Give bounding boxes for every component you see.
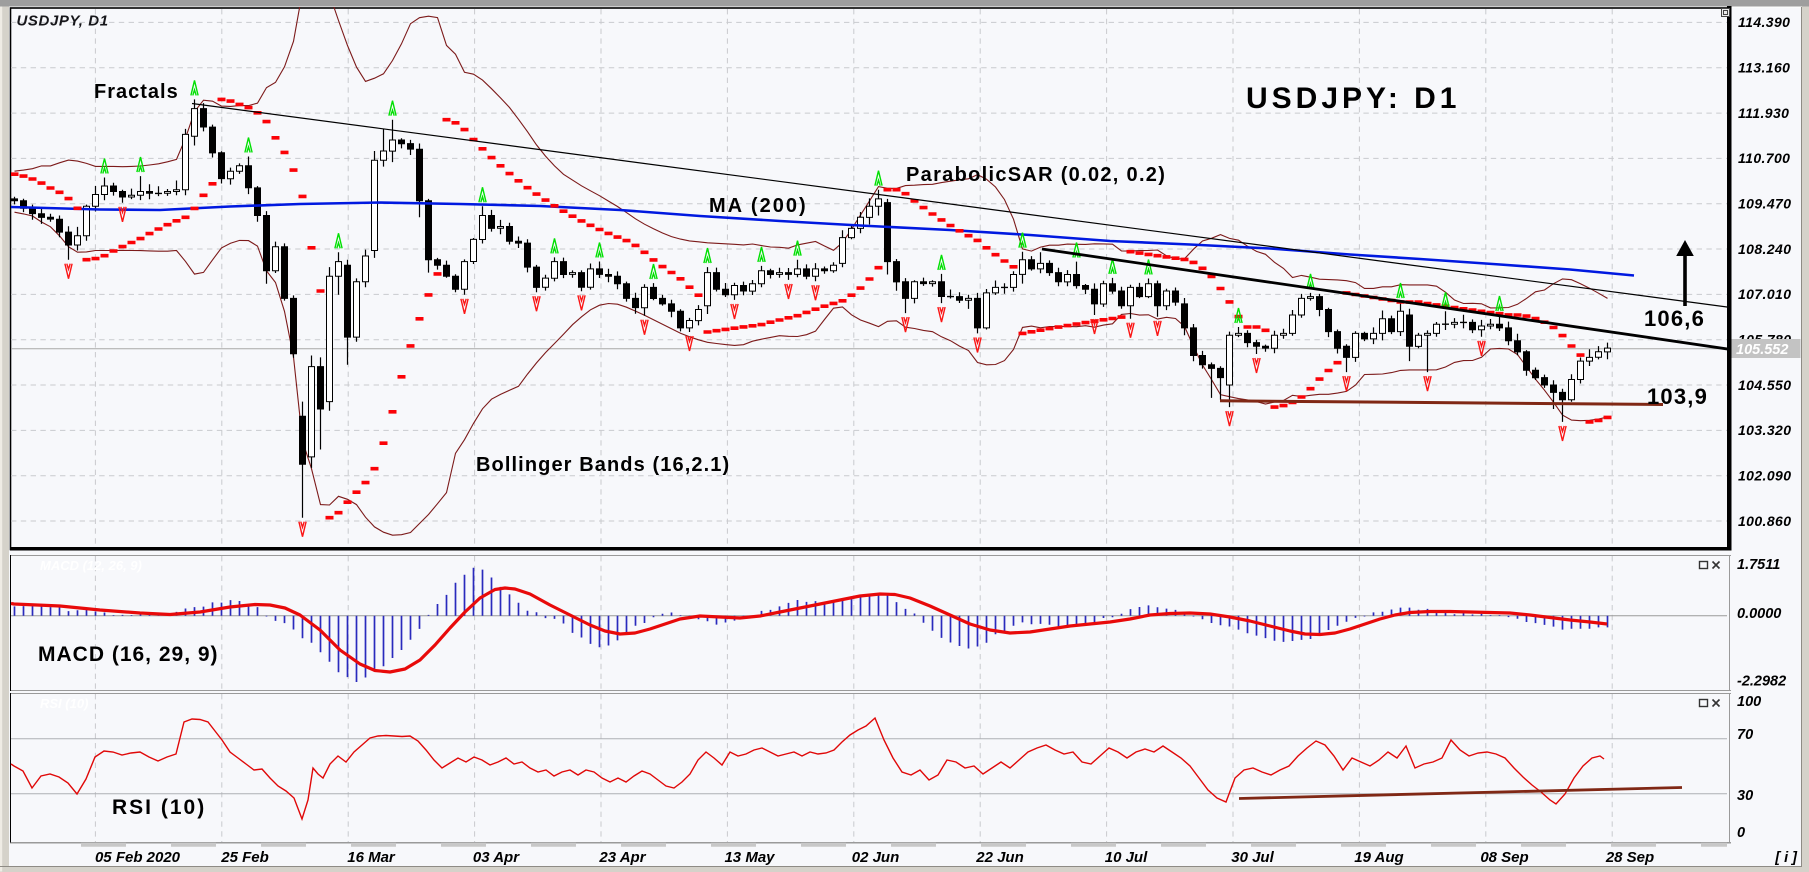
svg-text:108.240: 108.240 xyxy=(1738,241,1791,257)
svg-text:ParabolicSAR (0.02, 0.2): ParabolicSAR (0.02, 0.2) xyxy=(906,164,1166,186)
svg-text:Fractals: Fractals xyxy=(94,81,179,103)
svg-text:107.010: 107.010 xyxy=(1738,286,1791,302)
svg-text:25 Feb: 25 Feb xyxy=(220,849,269,866)
svg-text:10 Jul: 10 Jul xyxy=(1105,849,1148,866)
svg-text:70: 70 xyxy=(1737,727,1753,743)
svg-text:MA (200): MA (200) xyxy=(709,195,808,217)
svg-text:22 Jun: 22 Jun xyxy=(975,849,1024,866)
svg-text:114.390: 114.390 xyxy=(1738,14,1790,30)
svg-text:110.700: 110.700 xyxy=(1738,150,1790,166)
svg-text:0.0000: 0.0000 xyxy=(1737,606,1781,622)
svg-text:103.320: 103.320 xyxy=(1738,422,1791,438)
svg-text:-2.2982: -2.2982 xyxy=(1737,674,1786,690)
svg-text:1.7511: 1.7511 xyxy=(1737,557,1780,573)
svg-text:100.860: 100.860 xyxy=(1738,513,1791,529)
svg-text:MACD (16, 29, 9): MACD (16, 29, 9) xyxy=(38,643,219,666)
svg-text:RSI (10): RSI (10) xyxy=(112,796,206,819)
svg-text:23 Apr: 23 Apr xyxy=(598,849,646,866)
svg-text:28 Sep: 28 Sep xyxy=(1605,849,1654,866)
svg-text:[ i ]: [ i ] xyxy=(1774,850,1798,866)
svg-text:111.930: 111.930 xyxy=(1738,105,1789,121)
svg-text:16 Mar: 16 Mar xyxy=(347,849,396,866)
svg-text:Bollinger Bands (16,2.1): Bollinger Bands (16,2.1) xyxy=(476,454,730,476)
svg-text:USDJPY: D1: USDJPY: D1 xyxy=(1246,82,1461,115)
svg-text:106,6: 106,6 xyxy=(1644,306,1705,331)
svg-text:13 May: 13 May xyxy=(724,849,775,866)
svg-text:105.552: 105.552 xyxy=(1736,342,1788,358)
svg-text:103,9: 103,9 xyxy=(1647,384,1708,409)
svg-text:30 Jul: 30 Jul xyxy=(1231,849,1274,866)
svg-text:19 Aug: 19 Aug xyxy=(1354,849,1403,866)
svg-text:05 Feb 2020: 05 Feb 2020 xyxy=(95,849,181,866)
svg-text:0: 0 xyxy=(1737,825,1745,841)
svg-text:109.470: 109.470 xyxy=(1738,196,1791,212)
svg-text:02 Jun: 02 Jun xyxy=(852,849,900,866)
svg-text:RSI (10): RSI (10) xyxy=(40,696,88,711)
svg-text:03 Apr: 03 Apr xyxy=(473,849,520,866)
svg-text:100: 100 xyxy=(1737,694,1761,710)
svg-text:113.160: 113.160 xyxy=(1738,60,1790,76)
svg-text:USDJPY, D1: USDJPY, D1 xyxy=(17,13,109,30)
svg-text:30: 30 xyxy=(1737,788,1753,804)
svg-text:102.090: 102.090 xyxy=(1738,468,1791,484)
svg-text:104.550: 104.550 xyxy=(1738,377,1791,393)
svg-text:MACD (12, 26, 9): MACD (12, 26, 9) xyxy=(40,558,142,573)
svg-text:08 Sep: 08 Sep xyxy=(1480,849,1528,866)
